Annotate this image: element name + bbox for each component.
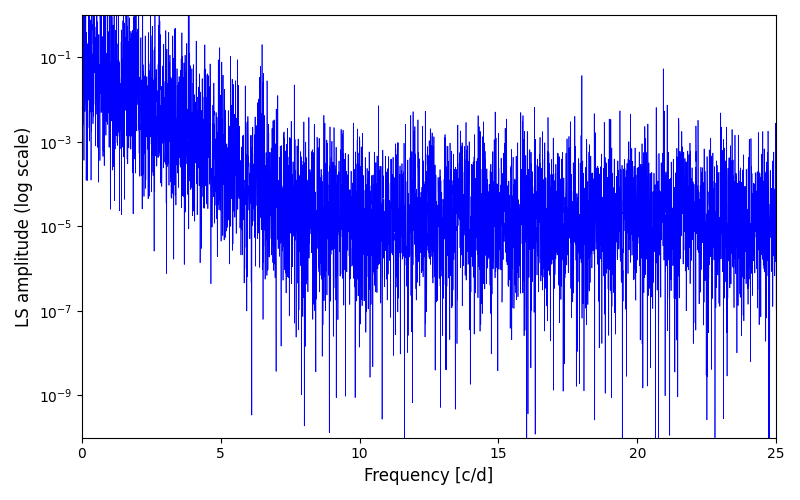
X-axis label: Frequency [c/d]: Frequency [c/d] <box>364 467 494 485</box>
Y-axis label: LS amplitude (log scale): LS amplitude (log scale) <box>15 126 33 326</box>
